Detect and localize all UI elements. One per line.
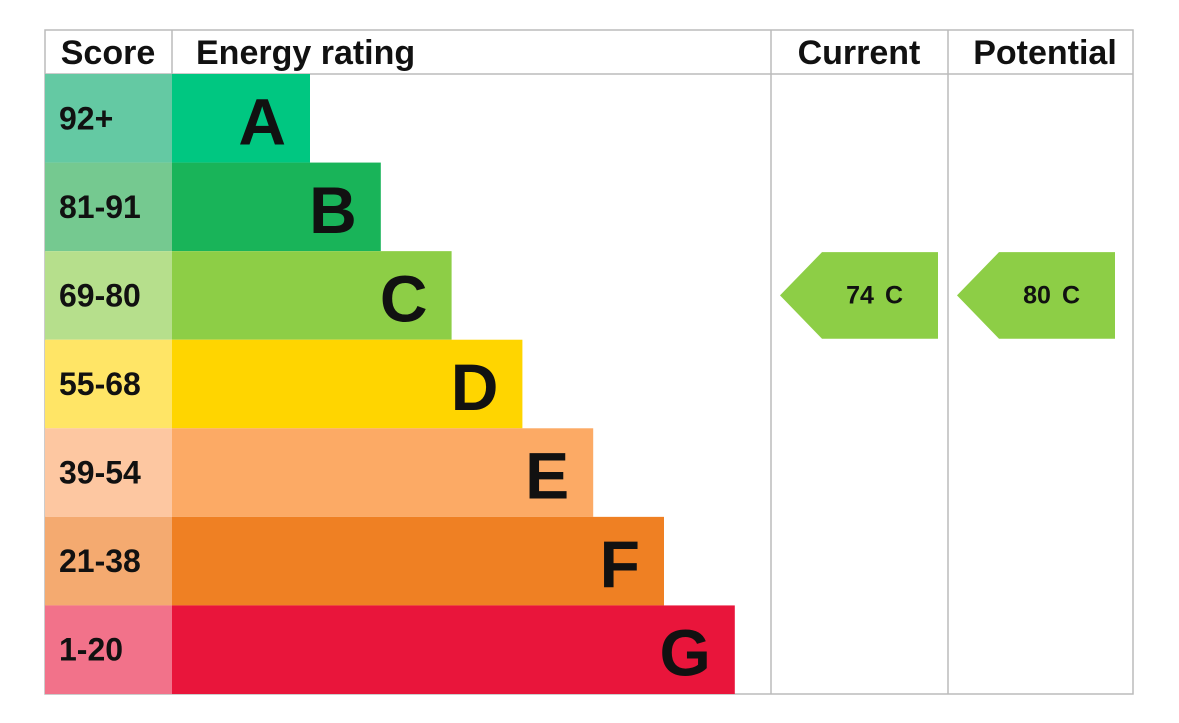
rating-letter: A <box>238 84 286 158</box>
rating-bar <box>172 605 735 694</box>
rating-bar <box>172 74 310 163</box>
rating-letter: B <box>309 173 357 247</box>
current-arrow <box>780 252 938 339</box>
potential-score: 80 <box>1023 281 1051 309</box>
rating-letter: F <box>600 527 640 601</box>
score-range: 81-91 <box>59 189 141 225</box>
rating-bar <box>172 162 381 252</box>
score-range: 39-54 <box>59 455 141 491</box>
rating-bar <box>172 516 664 606</box>
score-range: 1-20 <box>59 632 123 668</box>
rating-letter: C <box>380 261 428 335</box>
rating-bar <box>172 339 523 429</box>
score-range: 92+ <box>59 100 113 136</box>
rating-letter: E <box>525 439 569 513</box>
current-score: 74 <box>846 281 874 309</box>
header-potential: Potential <box>973 34 1117 72</box>
rating-letter: D <box>451 350 499 424</box>
score-cell <box>45 605 172 694</box>
score-cell <box>45 251 172 340</box>
score-range: 21-38 <box>59 543 141 579</box>
header-score: Score <box>61 34 156 72</box>
score-cell <box>45 74 172 163</box>
score-range: 69-80 <box>59 277 141 313</box>
score-cell <box>45 516 172 606</box>
header-rating: Energy rating <box>196 34 415 72</box>
score-cell <box>45 162 172 252</box>
score-cell <box>45 339 172 429</box>
rating-bar <box>172 428 594 517</box>
score-cell <box>45 428 172 517</box>
score-range: 55-68 <box>59 366 141 402</box>
rating-bar <box>172 251 452 340</box>
potential-arrow <box>957 252 1115 339</box>
current-letter: C <box>885 281 903 309</box>
rating-letter: G <box>659 616 710 690</box>
header-current: Current <box>798 34 921 72</box>
potential-letter: C <box>1062 281 1080 309</box>
